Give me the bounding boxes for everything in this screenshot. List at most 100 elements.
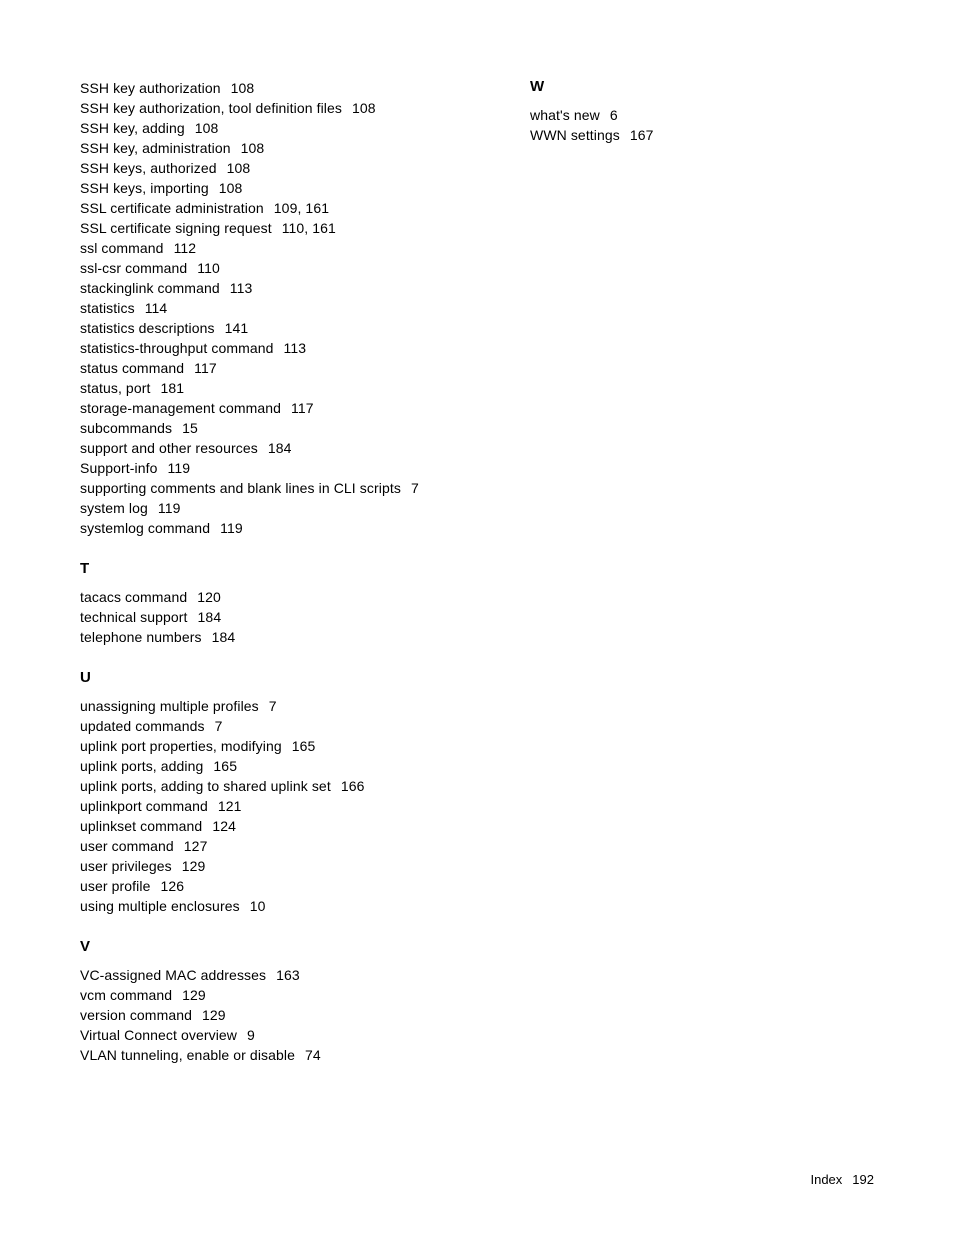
index-pages: 110, 161 <box>282 220 336 236</box>
index-pages: 184 <box>268 440 292 456</box>
index-term: WWN settings <box>530 127 620 143</box>
index-pages: 108 <box>219 180 243 196</box>
index-entry: version command129 <box>80 1005 500 1025</box>
index-term: system log <box>80 500 148 516</box>
index-term: Support-info <box>80 460 157 476</box>
section-head: V <box>80 938 500 955</box>
index-pages: 129 <box>202 1007 226 1023</box>
index-entry: SSH key authorization 108 <box>80 78 500 98</box>
index-entry: stackinglink command 113 <box>80 278 500 298</box>
index-pages: 141 <box>225 320 249 336</box>
index-term: what's new <box>530 107 600 123</box>
index-term: VC-assigned MAC addresses <box>80 967 266 983</box>
index-term: statistics descriptions <box>80 320 215 336</box>
index-pages: 114 <box>145 300 168 316</box>
index-pages: 126 <box>160 878 184 894</box>
index-term: using multiple enclosures <box>80 898 240 914</box>
index-term: user privileges <box>80 858 172 874</box>
index-term: uplinkport command <box>80 798 208 814</box>
index-pages: 110 <box>197 260 220 276</box>
section-head: W <box>530 78 874 95</box>
index-entry: ssl-csr command 110 <box>80 258 500 278</box>
index-pages: 108 <box>241 140 265 156</box>
index-entry: supporting comments and blank lines in C… <box>80 478 500 498</box>
index-entry: statistics descriptions 141 <box>80 318 500 338</box>
index-entry: SSH keys, authorized108 <box>80 158 500 178</box>
index-pages: 163 <box>276 967 300 983</box>
index-entry: unassigning multiple profiles7 <box>80 696 500 716</box>
index-entry: Support-info 119 <box>80 458 500 478</box>
index-term: statistics-throughput command <box>80 340 274 356</box>
index-entry: storage-management command117 <box>80 398 500 418</box>
index-term: subcommands <box>80 420 172 436</box>
index-entry: SSL certificate administration109, 161 <box>80 198 500 218</box>
index-entry: using multiple enclosures10 <box>80 896 500 916</box>
index-term: user command <box>80 838 174 854</box>
index-pages: 109, 161 <box>274 200 329 216</box>
index-entry: VLAN tunneling, enable or disable 74 <box>80 1045 500 1065</box>
index-term: stackinglink command <box>80 280 220 296</box>
index-entry: telephone numbers184 <box>80 627 500 647</box>
index-entry: SSH keys, importing 108 <box>80 178 500 198</box>
index-pages: 119 <box>220 520 243 536</box>
index-pages: 184 <box>198 609 222 625</box>
index-columns: SSH key authorization108SSH key authoriz… <box>80 78 874 1065</box>
index-term: uplink port properties, modifying <box>80 738 282 754</box>
index-entry: status, port 181 <box>80 378 500 398</box>
index-term: tacacs command <box>80 589 187 605</box>
index-entry: systemlog command 119 <box>80 518 500 538</box>
index-term: support and other resources <box>80 440 258 456</box>
index-term: ssl-csr command <box>80 260 187 276</box>
index-entry: uplink port properties, modifying165 <box>80 736 500 756</box>
index-entry: updated commands7 <box>80 716 500 736</box>
index-entry: user command 127 <box>80 836 500 856</box>
index-entry: VC-assigned MAC addresses 163 <box>80 965 500 985</box>
footer-label: Index <box>810 1172 842 1187</box>
index-pages: 15 <box>182 420 198 436</box>
index-term: statistics <box>80 300 135 316</box>
index-term: status, port <box>80 380 150 396</box>
index-term: SSH key, adding <box>80 120 185 136</box>
index-pages: 127 <box>184 838 208 854</box>
index-pages: 119 <box>167 460 190 476</box>
index-pages: 74 <box>305 1047 321 1063</box>
index-term: status command <box>80 360 184 376</box>
index-entry: tacacs command120 <box>80 587 500 607</box>
index-pages: 119 <box>158 500 181 516</box>
left-column: SSH key authorization108SSH key authoriz… <box>80 78 500 1065</box>
index-term: Virtual Connect overview <box>80 1027 237 1043</box>
index-pages: 113 <box>230 280 253 296</box>
index-pages: 117 <box>194 360 217 376</box>
index-pages: 181 <box>160 380 184 396</box>
index-term: SSH key authorization <box>80 80 221 96</box>
index-term: SSH key authorization, tool definition f… <box>80 100 342 116</box>
index-pages: 113 <box>284 340 307 356</box>
index-pages: 7 <box>411 480 419 496</box>
index-entry: technical support184 <box>80 607 500 627</box>
index-entry: ssl command 112 <box>80 238 500 258</box>
index-term: user profile <box>80 878 150 894</box>
index-pages: 117 <box>291 400 314 416</box>
index-entry: statistics-throughput command 113 <box>80 338 500 358</box>
index-term: VLAN tunneling, enable or disable <box>80 1047 295 1063</box>
index-pages: 124 <box>212 818 236 834</box>
index-term: vcm command <box>80 987 172 1003</box>
index-term: uplink ports, adding <box>80 758 203 774</box>
index-term: systemlog command <box>80 520 210 536</box>
index-pages: 108 <box>231 80 255 96</box>
index-term: SSH keys, authorized <box>80 160 217 176</box>
index-term: ssl command <box>80 240 164 256</box>
index-entry: user privileges129 <box>80 856 500 876</box>
index-term: SSH key, administration <box>80 140 231 156</box>
index-entry: vcm command 129 <box>80 985 500 1005</box>
index-entry: subcommands 15 <box>80 418 500 438</box>
index-term: SSH keys, importing <box>80 180 209 196</box>
index-pages: 121 <box>218 798 242 814</box>
index-pages: 112 <box>174 240 197 256</box>
footer-page: 192 <box>852 1172 874 1187</box>
index-term: uplink ports, adding to shared uplink se… <box>80 778 331 794</box>
index-entry: support and other resources 184 <box>80 438 500 458</box>
index-term: updated commands <box>80 718 205 734</box>
index-pages: 129 <box>182 987 206 1003</box>
index-term: supporting comments and blank lines in C… <box>80 480 401 496</box>
